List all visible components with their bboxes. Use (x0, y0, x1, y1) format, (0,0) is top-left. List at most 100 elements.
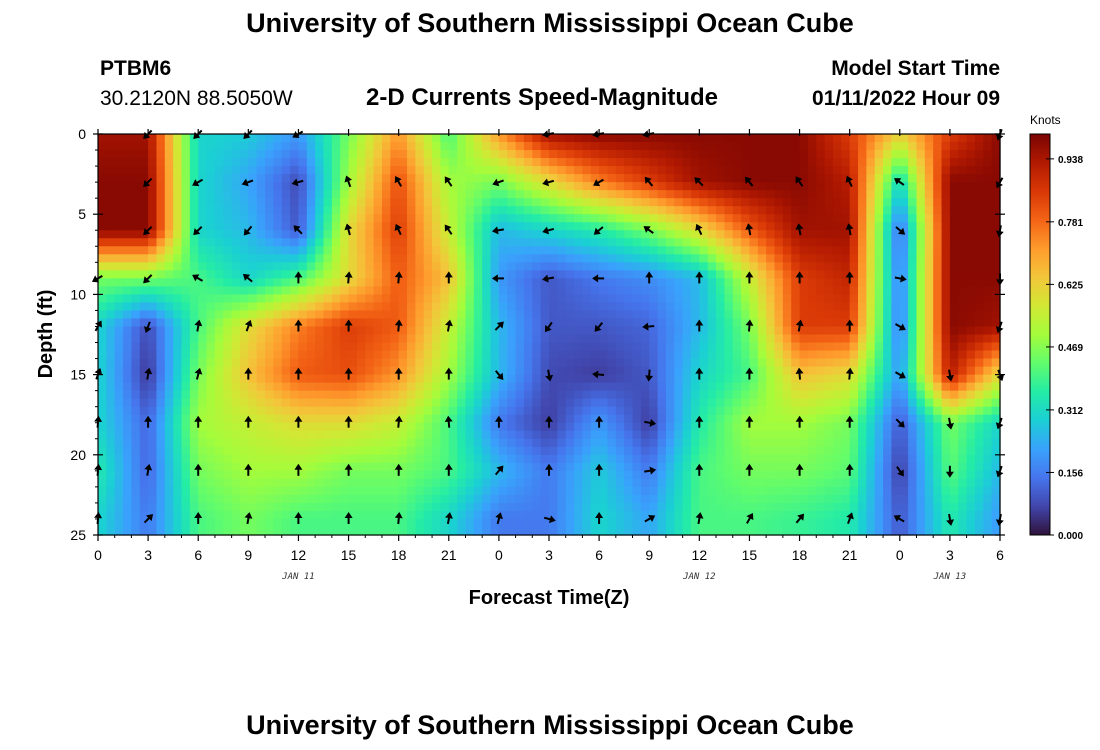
heat-cell (549, 478, 558, 488)
heat-cell (365, 406, 375, 416)
heat-cell (415, 406, 425, 416)
heat-cell (599, 454, 609, 464)
heat-cell (306, 398, 316, 408)
heat-cell (565, 246, 575, 255)
heat-cell (206, 398, 216, 408)
heat-cell (816, 414, 826, 424)
heat-cell (139, 262, 149, 271)
heat-cell (448, 430, 458, 440)
heat-cell (899, 342, 909, 352)
heat-cell (590, 414, 600, 424)
heat-cell (933, 374, 943, 384)
heat-cell (515, 358, 525, 368)
heat-cell (123, 422, 133, 432)
heat-cell (949, 230, 959, 239)
heat-cell (741, 286, 751, 295)
heat-cell (515, 270, 525, 279)
heat-cell (799, 150, 809, 159)
heat-cell (407, 246, 416, 255)
heat-cell (123, 326, 133, 336)
heat-cell (649, 342, 659, 352)
heat-cell (615, 470, 625, 480)
heat-cell (457, 222, 467, 231)
heat-cell (214, 182, 224, 191)
heat-cell (816, 206, 826, 215)
heat-cell (657, 198, 667, 207)
heat-cell (874, 150, 884, 159)
heat-cell (181, 366, 191, 376)
heat-cell (290, 366, 300, 376)
heat-cell (331, 262, 341, 271)
heat-cell (899, 214, 909, 223)
heat-cell (791, 470, 801, 480)
heat-cell (131, 166, 141, 175)
heat-cell (983, 310, 993, 320)
heat-cell (991, 142, 1001, 151)
heat-cell (866, 222, 876, 231)
heat-cell (824, 422, 834, 432)
heat-cell (807, 134, 817, 143)
heat-cell (106, 278, 116, 287)
heat-cell (690, 310, 700, 320)
heat-cell (640, 446, 650, 456)
heat-cell (423, 278, 433, 287)
heat-cell (356, 134, 366, 143)
heat-cell (248, 382, 258, 392)
heat-cell (632, 270, 642, 279)
heat-cell (841, 494, 851, 504)
heat-cell (331, 422, 341, 432)
heat-cell (615, 206, 625, 215)
heat-cell (198, 278, 208, 287)
heat-cell (482, 398, 492, 408)
heat-cell (114, 222, 124, 231)
heat-cell (649, 358, 659, 368)
heat-cell (858, 318, 867, 328)
heat-cell (356, 302, 366, 312)
heat-cell (799, 246, 809, 255)
heat-cell (123, 382, 133, 392)
heat-cell (607, 238, 617, 247)
heat-cell (958, 358, 968, 368)
heat-cell (682, 206, 692, 215)
heat-cell (716, 318, 725, 328)
heat-cell (866, 454, 876, 464)
heat-cell (540, 478, 550, 488)
heat-cell (515, 462, 525, 472)
heat-cell (557, 382, 567, 392)
heat-cell (206, 478, 216, 488)
heat-cell (582, 366, 592, 376)
heat-cell (883, 478, 893, 488)
heat-cell (816, 438, 826, 448)
heat-cell (891, 302, 901, 312)
heat-cell (373, 254, 383, 263)
heat-cell (858, 470, 867, 480)
heat-cell (732, 134, 742, 143)
heat-cell (799, 318, 809, 328)
heat-cell (899, 414, 909, 424)
heat-cell (657, 206, 667, 215)
heat-cell (766, 478, 776, 488)
heat-cell (214, 358, 224, 368)
heat-cell (849, 294, 859, 304)
heat-cell (908, 198, 918, 207)
heat-cell (624, 294, 634, 304)
heat-cell (640, 350, 650, 360)
heat-cell (323, 166, 333, 175)
heat-cell (824, 142, 834, 151)
heat-cell (231, 334, 241, 344)
heat-cell (390, 406, 400, 416)
heat-cell (540, 438, 550, 448)
heat-cell (657, 326, 667, 336)
heat-cell (123, 230, 133, 239)
heat-cell (891, 230, 901, 239)
heat-cell (340, 310, 350, 320)
heat-cell (966, 174, 976, 183)
heat-cell (774, 318, 784, 328)
heat-cell (273, 454, 283, 464)
heat-cell (607, 478, 617, 488)
heat-cell (356, 334, 366, 344)
heat-cell (607, 438, 617, 448)
heat-cell (106, 270, 116, 279)
heat-cell (866, 350, 876, 360)
heat-cell (858, 494, 867, 504)
